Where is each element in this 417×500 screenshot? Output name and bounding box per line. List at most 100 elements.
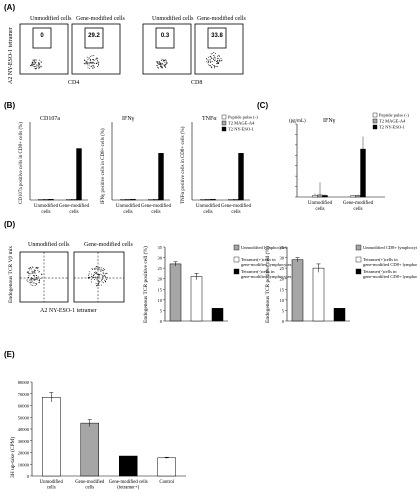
- y-tick-label: 20000: [18, 451, 30, 456]
- legend-label: gene-modified lymphocytes: [241, 262, 292, 267]
- flow-dot: [96, 272, 98, 274]
- flow-dot: [207, 60, 209, 62]
- flow-dot: [32, 63, 34, 65]
- panel-d-flow-xlabel: A2 NY-ESO-1 tetramer: [40, 308, 97, 314]
- flow-dot: [34, 270, 36, 272]
- flow-dot: [87, 276, 89, 278]
- chart-title: IFNγ: [122, 116, 135, 122]
- flow-dot: [31, 266, 33, 268]
- flow-dot: [30, 281, 32, 283]
- flow-dot: [96, 57, 98, 59]
- flow-dot: [106, 279, 108, 280]
- flow-dot: [101, 281, 103, 283]
- flow-dot: [97, 274, 98, 276]
- flow-dot: [98, 274, 100, 276]
- chart-b-cd107a: CD107a CD107a positive cells in CD8+ cell…: [19, 115, 258, 215]
- flow-dot: [33, 271, 35, 273]
- flow-dot: [39, 64, 41, 66]
- flow-dot: [98, 61, 100, 63]
- flow-dot: [97, 60, 99, 62]
- flow-dot: [37, 267, 39, 269]
- flow-dot: [34, 63, 36, 65]
- legend-swatch: [355, 268, 362, 275]
- legend-swatch: [233, 268, 240, 275]
- legend-swatch: [233, 256, 240, 263]
- flow-dot: [34, 279, 36, 281]
- category-label: Unmodified: [308, 201, 333, 206]
- flow-dot: [90, 66, 92, 68]
- flow-dot: [39, 270, 41, 272]
- flow-dot: [157, 61, 159, 63]
- chart-b-ifng: IFNγ IFNγ positive cells in CD8+ cells (%…: [101, 116, 172, 215]
- bar: [120, 199, 126, 201]
- flow-dot: [35, 267, 37, 269]
- flow-dot: [97, 66, 98, 68]
- flow-dot: [105, 276, 107, 278]
- flow-dot: [97, 284, 99, 286]
- flow-dot: [164, 60, 166, 61]
- flow-dot: [34, 273, 36, 275]
- flow-dot: [100, 267, 102, 269]
- flow-dot: [40, 61, 42, 63]
- flow-header-left: Unmodified cells: [28, 241, 70, 248]
- flow-dot: [163, 59, 165, 61]
- flow-dot: [214, 55, 216, 57]
- flow-dot: [94, 268, 96, 270]
- flow-dot: [33, 277, 35, 279]
- gate-value: 29.2: [88, 33, 100, 39]
- flow-dot: [87, 67, 89, 69]
- flow-dot: [214, 57, 216, 59]
- bar: [153, 199, 159, 201]
- flow-dot: [31, 272, 33, 274]
- flow-dot: [164, 61, 166, 63]
- flow-dot: [31, 270, 33, 272]
- legend-swatch: [372, 118, 378, 124]
- flow-dot: [38, 65, 40, 67]
- gate-value: 0.3: [161, 33, 170, 39]
- category-label: cells: [85, 486, 94, 491]
- flow-dot: [40, 277, 42, 279]
- flow-dot: [159, 62, 160, 64]
- flow-dot: [35, 283, 37, 284]
- flow-dot: [35, 68, 37, 70]
- flow-dot: [93, 58, 95, 60]
- bar: [119, 455, 138, 477]
- flow-dot: [157, 62, 159, 64]
- flow-dot: [32, 278, 34, 280]
- flow-dot: [207, 62, 209, 64]
- flow-dot: [96, 265, 98, 267]
- flow-dot: [90, 62, 92, 64]
- flow-dot: [159, 66, 161, 67]
- flow-dot: [100, 279, 102, 281]
- flow-dot: [95, 268, 97, 270]
- category-label: cells: [41, 210, 50, 215]
- flow-header-right: Gene-modified cells: [76, 15, 125, 22]
- flow-dot: [92, 276, 94, 278]
- flow-dot: [35, 279, 37, 281]
- bar: [228, 199, 234, 201]
- flow-dot: [99, 280, 101, 282]
- gate-value: 33.8: [211, 33, 223, 39]
- flow-dot: [158, 67, 160, 69]
- y-tick-label: 0: [160, 319, 163, 324]
- flow-dot: [88, 57, 90, 59]
- flow-dot: [159, 63, 161, 65]
- chart-ylabel: IFNγ positive cells in CD8+ cells (%): [101, 128, 106, 204]
- flow-dot: [216, 59, 218, 61]
- flow-dot: [214, 59, 216, 61]
- flow-dot: [28, 273, 30, 275]
- flow-dot: [209, 64, 211, 66]
- category-label: cells: [123, 210, 132, 215]
- flow-dot: [98, 267, 100, 269]
- panel-d-flow: Unmodified cells Gene-modified cells End…: [8, 241, 133, 314]
- flow-dot: [84, 61, 86, 63]
- flow-dot: [96, 273, 97, 275]
- legend-label: Tetramer(-)cells in: [241, 269, 275, 274]
- legend-label: Peptide pulse (-): [379, 113, 409, 118]
- category-label: Gene-modified: [141, 204, 172, 209]
- legend-label: T2 MAGE-A4: [379, 119, 406, 124]
- bar: [76, 148, 82, 201]
- flow-dot: [31, 280, 33, 282]
- flow-dot: [91, 279, 93, 281]
- flow-dot: [161, 58, 163, 60]
